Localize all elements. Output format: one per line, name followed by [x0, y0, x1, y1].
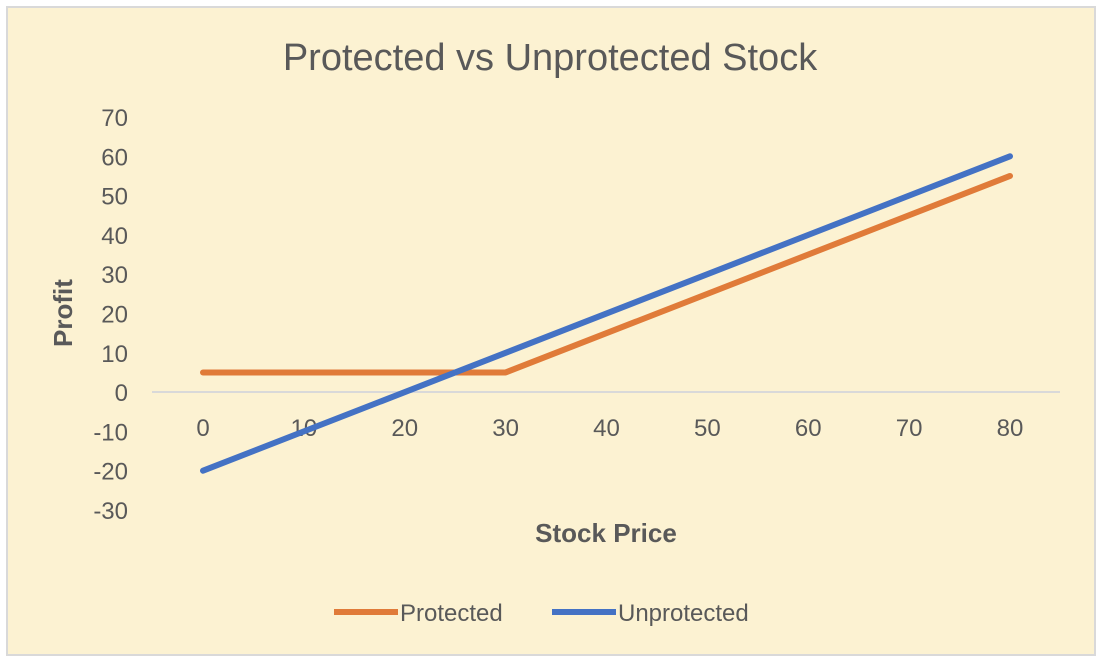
y-tick-label: -20 — [93, 459, 128, 486]
y-tick-label: 20 — [101, 302, 128, 329]
y-tick-label: 50 — [101, 184, 128, 211]
x-tick-label: 60 — [795, 415, 822, 442]
x-tick-label: 70 — [896, 415, 923, 442]
y-tick-label: 40 — [101, 223, 128, 250]
y-tick-label: 10 — [101, 341, 128, 368]
x-tick-label: 30 — [492, 415, 519, 442]
y-tick-label: 30 — [101, 262, 128, 289]
x-tick-label: 20 — [391, 415, 418, 442]
y-tick-label: -10 — [93, 419, 128, 446]
x-tick-label: 80 — [997, 415, 1024, 442]
series-line-unprotected — [200, 153, 1013, 474]
y-tick-label: 0 — [115, 380, 128, 407]
chart-area — [6, 6, 1096, 656]
chart-title: Protected vs Unprotected Stock — [283, 37, 818, 79]
y-tick-label: 70 — [101, 105, 128, 132]
legend-label-protected: Protected — [400, 600, 503, 627]
y-tick-label: -30 — [93, 498, 128, 525]
x-tick-label: 0 — [196, 415, 209, 442]
y-axis-label: Profit — [48, 279, 78, 347]
x-axis-label: Stock Price — [535, 518, 677, 548]
legend-label-unprotected: Unprotected — [618, 600, 749, 627]
series-line-protected — [200, 172, 1013, 376]
x-tick-label: 40 — [593, 415, 620, 442]
y-tick-label: 60 — [101, 144, 128, 171]
x-tick-label: 50 — [694, 415, 721, 442]
